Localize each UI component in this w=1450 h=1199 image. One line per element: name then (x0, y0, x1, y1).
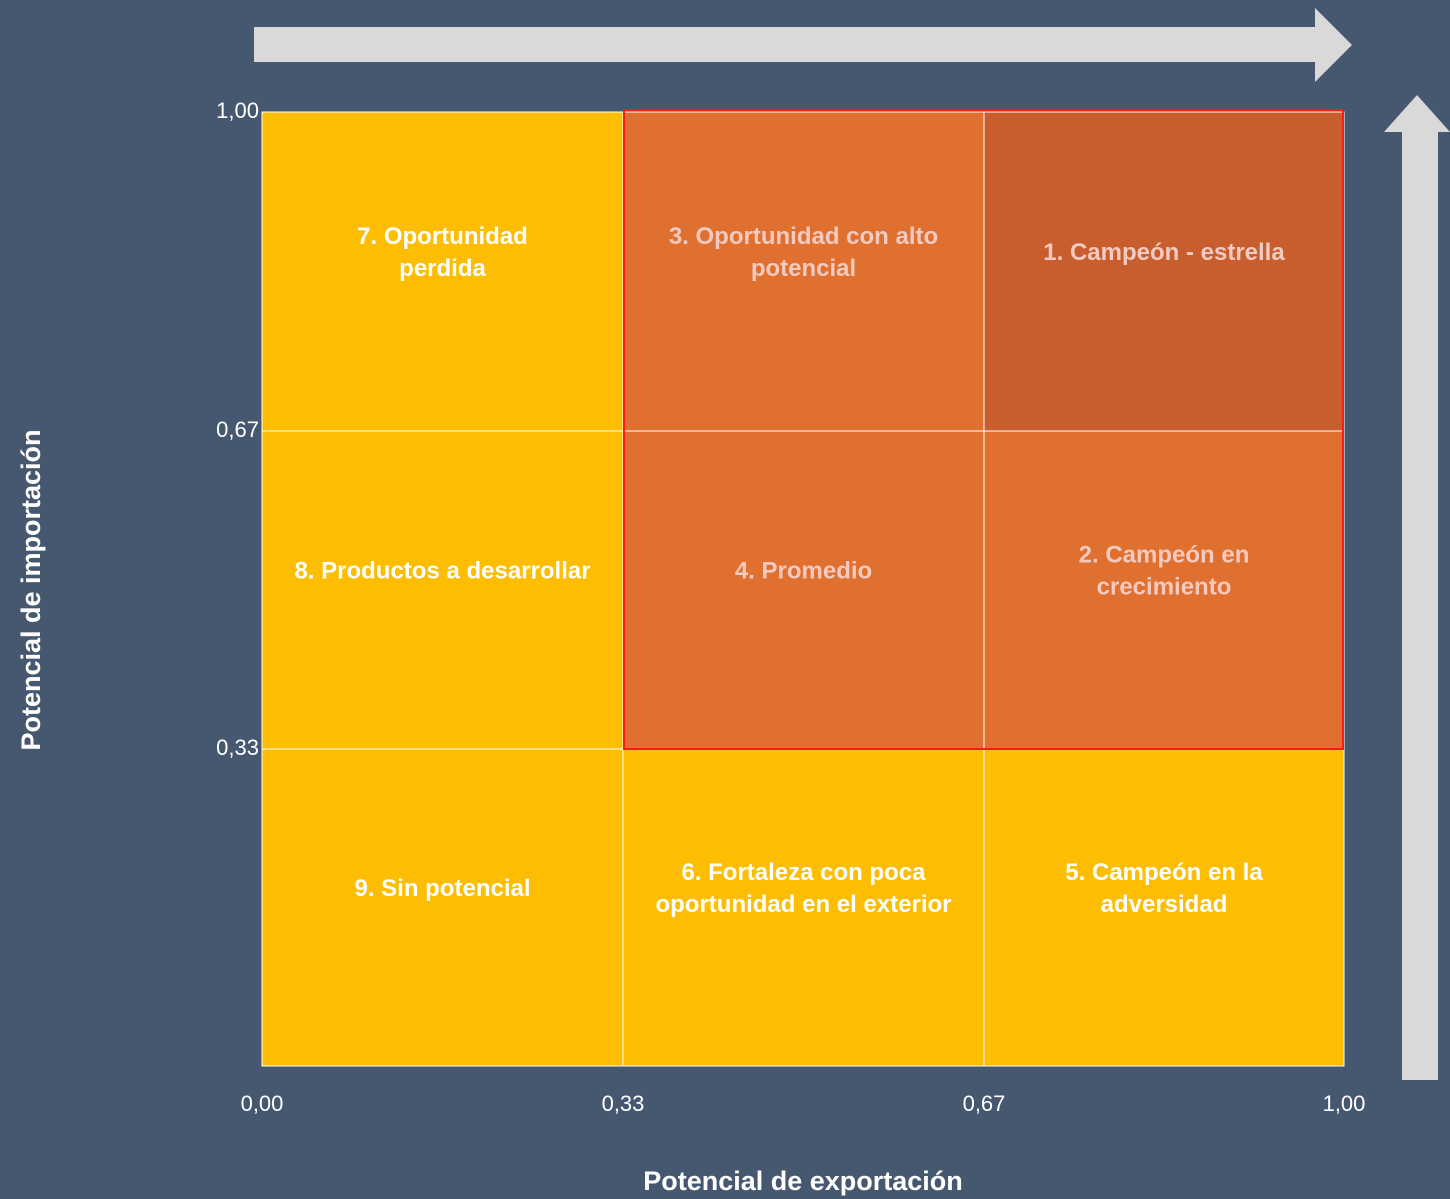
cell-label: oportunidad en el exterior (655, 891, 951, 918)
cell-label: 4. Promedio (735, 557, 872, 584)
cell-label: crecimiento (1097, 573, 1232, 600)
horizontal-arrow (254, 8, 1352, 82)
x-tick-label: 0,00 (241, 1091, 284, 1116)
cell (622, 430, 985, 750)
matrix: 7. Oportunidad perdida 3. Oportunidad con … (261, 111, 1345, 1067)
cell-label: 2. Campeón en (1079, 541, 1250, 568)
cell (261, 111, 624, 432)
cell (983, 111, 1345, 432)
cell (261, 748, 624, 1067)
cell (983, 748, 1345, 1067)
x-tick-label: 1,00 (1323, 1091, 1366, 1116)
cell-label: 1. Campeón - estrella (1043, 239, 1285, 266)
cell-label: 9. Sin potencial (354, 875, 530, 902)
cell (622, 748, 985, 1067)
cell-label: 6. Fortaleza con poca (681, 859, 926, 886)
cell (622, 111, 985, 432)
cell-label: 7. Oportunidad (357, 223, 528, 250)
cell-label: perdida (399, 255, 486, 282)
cell-label: potencial (751, 255, 856, 282)
cell (261, 430, 624, 750)
cell-label: 8. Productos a desarrollar (294, 557, 590, 584)
x-tick-label: 0,33 (602, 1091, 645, 1116)
cell (983, 430, 1345, 750)
cell-label: adversidad (1101, 891, 1228, 918)
cell-label: 5. Campeón en la (1065, 859, 1263, 886)
y-tick-label: 0,33 (216, 735, 259, 760)
highlight-border (623, 109, 1344, 750)
y-axis-title: Potencial de importación (16, 429, 46, 750)
y-tick-label: 1,00 (216, 98, 259, 123)
vertical-arrow (1384, 95, 1450, 1080)
y-tick-label: 0,67 (216, 417, 259, 442)
x-tick-label: 0,67 (963, 1091, 1006, 1116)
cell-label: 3. Oportunidad con alto (669, 223, 938, 250)
x-axis-title: Potencial de exportación (643, 1166, 963, 1196)
